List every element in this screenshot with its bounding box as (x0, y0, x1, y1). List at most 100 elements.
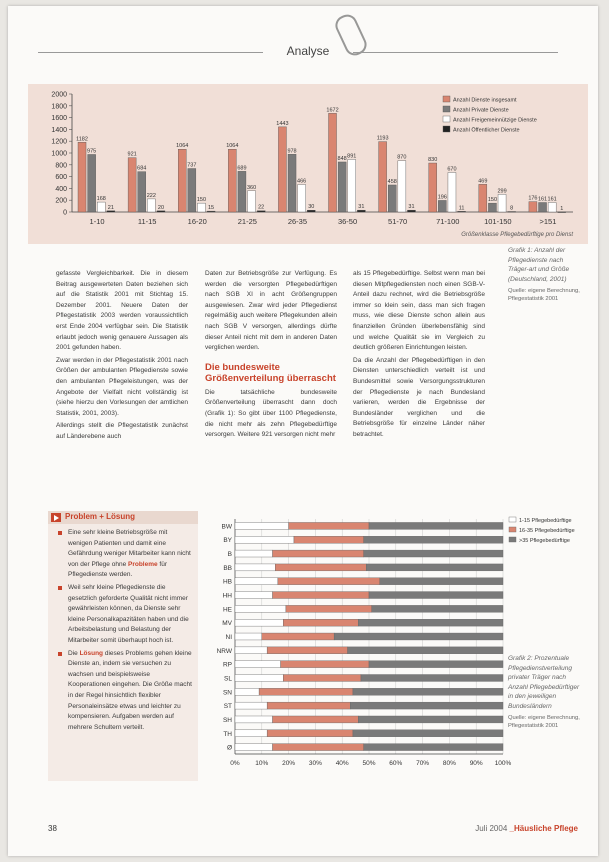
chart-1-source: Quelle: eigene Berechnung, Pflegestatist… (508, 288, 580, 302)
bar (256, 210, 266, 213)
magazine-page: Analyse 0 200 400 600 800 1000 1200 1400 1600 180… (8, 6, 598, 856)
stacked-bar-segment (272, 715, 359, 724)
y-tick-label: 800 (55, 162, 67, 169)
stacked-bar-segment (234, 688, 260, 696)
bar (547, 202, 557, 213)
stacked-bar-segment (234, 743, 273, 751)
stacked-bar-segment (266, 729, 354, 737)
article-column-2: Daten zur Betriebsgröße zur Verfügung. E… (205, 269, 337, 443)
y-tick-label: 0 (63, 210, 67, 217)
x-tick-label: 40% (336, 760, 349, 767)
stacked-bar-segment (363, 743, 504, 751)
section-title: Analyse (286, 44, 330, 58)
y-tick-label: Ø (227, 745, 232, 752)
bar-value-label: 689 (237, 165, 246, 171)
stacked-bar-segment (234, 632, 262, 641)
stacked-bar-segment (234, 715, 273, 724)
box-text: Die (68, 649, 80, 657)
x-tick-label: 16-20 (188, 217, 207, 226)
article-paragraph: als 15 Pflegebedürftige. Selbst wenn man… (353, 270, 485, 352)
y-tick-label: SL (224, 675, 232, 682)
bar (337, 161, 347, 213)
y-tick-label: RP (223, 662, 232, 669)
chart-1-bar-chart: 0200400600800100012001400160018002000118… (28, 84, 588, 244)
stacked-bar-segment (285, 605, 372, 613)
x-tick-label: 36-50 (338, 217, 357, 226)
y-tick-label: NI (226, 634, 233, 641)
legend-swatch (442, 105, 451, 113)
bar (187, 168, 197, 213)
chart-1-caption-text: Grafik 1: Anzahl der Pflegedienste nach … (508, 247, 570, 283)
bar-value-label: 921 (128, 152, 137, 158)
bar (388, 184, 397, 213)
bar-value-label: 848 (338, 156, 347, 162)
y-tick-label: MV (222, 620, 232, 627)
bar-value-label: 1672 (326, 107, 338, 113)
bar-value-label: 466 (297, 179, 306, 185)
stacked-bar-segment (371, 605, 504, 613)
stacked-bar-segment (379, 577, 504, 585)
y-tick-label: 400 (55, 186, 67, 193)
box-paragraph: Weil sehr kleine Pflegedienste die geset… (58, 583, 192, 647)
box-header: Problem + Lösung (48, 511, 198, 524)
header-rule-left (38, 52, 263, 53)
stacked-bar-segment (261, 632, 335, 641)
y-tick-label: NRW (217, 648, 233, 655)
chart-2-source: Quelle: eigene Berechnung, Pflegestatist… (508, 715, 580, 729)
article-paragraph: gefasste Vergleichbarkeit. Die in diesem… (56, 270, 188, 352)
bar (278, 126, 287, 213)
stacked-bar-segment (234, 660, 281, 668)
chart-1-background (28, 84, 588, 244)
bar (347, 159, 356, 213)
x-tick-label: 11-15 (138, 217, 157, 226)
x-tick-label: 100% (495, 760, 512, 767)
problem-solution-box: Problem + Lösung Eine sehr kleine Betrie… (48, 511, 198, 781)
stacked-bar-segment (352, 729, 504, 737)
box-emphasis: Probleme (128, 560, 158, 568)
bar (397, 160, 407, 213)
bar (106, 210, 116, 213)
legend-label: >35 Pflegebedürftige (519, 538, 570, 544)
page-footer: 38 Juli 2004 _Häusliche Pflege (48, 824, 578, 836)
bar (178, 149, 187, 213)
bar-value-label: 830 (428, 157, 437, 163)
stacked-bar-segment (366, 563, 504, 572)
article-paragraph: Daten zur Betriebsgröße zur Verfügung. E… (205, 270, 337, 352)
bar-value-label: 870 (397, 155, 406, 161)
bar (237, 171, 247, 213)
bar-value-label: 737 (187, 163, 196, 169)
magazine-name: _Häusliche Pflege (509, 824, 578, 833)
bar (378, 141, 387, 213)
legend-label: Anzahl Dienste insgesamt (453, 98, 517, 104)
bar (557, 211, 566, 213)
y-tick-label: BW (222, 523, 233, 530)
y-tick-label: HH (223, 593, 233, 600)
bar (287, 154, 297, 213)
box-text: Weil sehr kleine Pflegedienste die geset… (68, 583, 189, 644)
bar-value-label: 161 (538, 197, 547, 203)
bar (357, 209, 366, 213)
stacked-bar-segment (350, 701, 504, 710)
bar-value-label: 31 (408, 204, 414, 210)
bar-value-label: 168 (97, 196, 106, 202)
bar-value-label: 1 (560, 206, 563, 212)
box-title: Problem + Lösung (65, 512, 136, 521)
x-tick-label: 1-10 (90, 217, 105, 226)
stacked-bar-segment (234, 536, 295, 544)
stacked-bar-segment (234, 522, 289, 530)
x-tick-label: 21-25 (238, 217, 257, 226)
stacked-bar-segment (368, 660, 504, 668)
bar-value-label: 176 (528, 196, 537, 202)
x-tick-label: 71-100 (436, 217, 459, 226)
bar-value-label: 8 (510, 206, 513, 212)
y-tick-label: 1200 (51, 139, 67, 146)
bar-value-label: 150 (488, 197, 497, 203)
bar-value-label: 22 (258, 205, 264, 211)
chart-1-caption: Grafik 1: Anzahl der Pflegedienste nach … (508, 246, 580, 303)
x-tick-label: 10% (255, 760, 268, 767)
bar (247, 190, 256, 213)
stacked-bar-segment (358, 619, 504, 627)
legend-label: Anzahl Öffentlicher Dienste (453, 127, 520, 134)
bar-value-label: 1064 (226, 143, 238, 149)
bar-value-label: 161 (548, 197, 557, 203)
